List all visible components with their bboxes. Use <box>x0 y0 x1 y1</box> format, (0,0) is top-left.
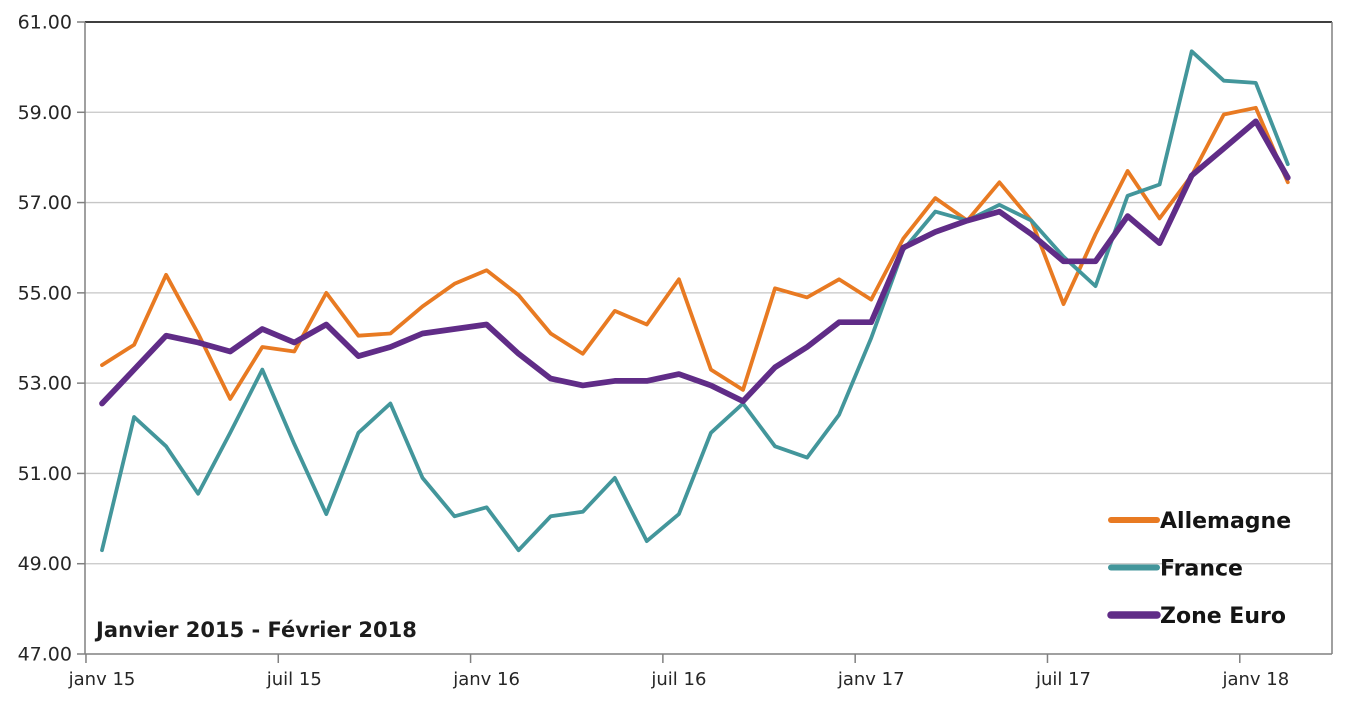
x-axis-label: juil 17 <box>1035 669 1091 690</box>
y-axis-label: 57.00 <box>18 192 72 214</box>
x-axis-label: janv 15 <box>68 669 136 690</box>
x-axis-label: janv 18 <box>1221 669 1289 690</box>
y-axis-label: 47.00 <box>18 644 72 666</box>
x-axis-label: janv 16 <box>452 669 520 690</box>
legend-label-france: France <box>1160 557 1243 582</box>
x-axis-label: janv 17 <box>837 669 905 690</box>
y-axis-label: 61.00 <box>18 12 72 34</box>
x-axis-label: juil 16 <box>650 669 706 690</box>
series-line-france <box>100 49 1290 553</box>
x-axis-label: juil 15 <box>266 669 322 690</box>
series-line-zone-euro <box>99 118 1291 407</box>
y-axis-label: 49.00 <box>18 553 72 575</box>
chart-range-title: Janvier 2015 - Février 2018 <box>94 618 417 642</box>
legend-label-allemagne: Allemagne <box>1160 509 1291 534</box>
legend-item-france: France <box>1108 557 1243 582</box>
legend-item-zone-euro: Zone Euro <box>1107 604 1286 629</box>
y-axis-label: 51.00 <box>18 463 72 485</box>
y-axis-label: 53.00 <box>18 373 72 395</box>
y-axis-label: 59.00 <box>18 102 72 124</box>
legend-item-allemagne: Allemagne <box>1108 509 1291 534</box>
y-axis-label: 55.00 <box>18 282 72 304</box>
legend-label-zone-euro: Zone Euro <box>1160 604 1286 629</box>
plot-area <box>85 22 1332 654</box>
